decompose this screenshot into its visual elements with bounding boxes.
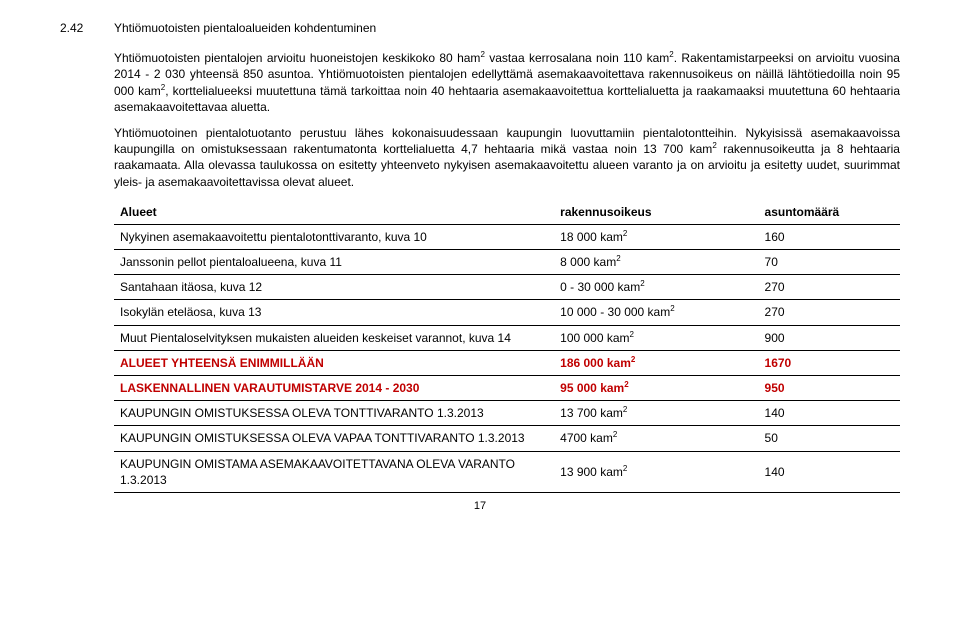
cell-count: 950 [759,376,900,401]
cell-count: 270 [759,300,900,325]
p1-b: vastaa kerrosalana noin 110 kam [485,51,669,65]
th-right: rakennusoikeus [554,200,758,225]
cell-area: KAUPUNGIN OMISTUKSESSA OLEVA VAPAA TONTT… [114,426,554,451]
th-area: Alueet [114,200,554,225]
th-count: asuntomäärä [759,200,900,225]
paragraph-2: Yhtiömuotoinen pientalotuotanto perustuu… [114,125,900,190]
p1-a: Yhtiömuotoisten pientalojen arvioitu huo… [114,51,480,65]
cell-right: 95 000 kam2 [554,376,758,401]
cell-area: KAUPUNGIN OMISTUKSESSA OLEVA TONTTIVARAN… [114,401,554,426]
cell-area: Nykyinen asemakaavoitettu pientalotontti… [114,224,554,249]
cell-right: 186 000 kam2 [554,350,758,375]
cell-right: 100 000 kam2 [554,325,758,350]
table-row: Isokylän eteläosa, kuva 1310 000 - 30 00… [114,300,900,325]
cell-count: 160 [759,224,900,249]
cell-right: 18 000 kam2 [554,224,758,249]
table-row: LASKENNALLINEN VARAUTUMISTARVE 2014 - 20… [114,376,900,401]
table-row: KAUPUNGIN OMISTAMA ASEMAKAAVOITETTAVANA … [114,451,900,492]
page-number: 17 [60,499,900,514]
table-row: Nykyinen asemakaavoitettu pientalotontti… [114,224,900,249]
cell-right: 0 - 30 000 kam2 [554,275,758,300]
section-title: Yhtiömuotoisten pientaloalueiden kohdent… [114,20,900,36]
section-number: 2.42 [60,20,114,36]
data-table: Alueet rakennusoikeus asuntomäärä Nykyin… [114,200,900,493]
table-row: Santahaan itäosa, kuva 120 - 30 000 kam2… [114,275,900,300]
cell-area: KAUPUNGIN OMISTAMA ASEMAKAAVOITETTAVANA … [114,451,554,492]
paragraph-1: Yhtiömuotoisten pientalojen arvioitu huo… [114,50,900,115]
cell-count: 270 [759,275,900,300]
cell-count: 50 [759,426,900,451]
cell-area: Muut Pientaloselvityksen mukaisten aluei… [114,325,554,350]
cell-count: 1670 [759,350,900,375]
cell-area: ALUEET YHTEENSÄ ENIMMILLÄÄN [114,350,554,375]
table-row: Janssonin pellot pientaloalueena, kuva 1… [114,250,900,275]
cell-right: 10 000 - 30 000 kam2 [554,300,758,325]
cell-right: 13 700 kam2 [554,401,758,426]
cell-right: 13 900 kam2 [554,451,758,492]
cell-right: 4700 kam2 [554,426,758,451]
cell-count: 900 [759,325,900,350]
cell-area: Janssonin pellot pientaloalueena, kuva 1… [114,250,554,275]
cell-right: 8 000 kam2 [554,250,758,275]
table-row: Muut Pientaloselvityksen mukaisten aluei… [114,325,900,350]
cell-area: Santahaan itäosa, kuva 12 [114,275,554,300]
cell-count: 70 [759,250,900,275]
cell-count: 140 [759,451,900,492]
cell-count: 140 [759,401,900,426]
cell-area: Isokylän eteläosa, kuva 13 [114,300,554,325]
table-row: KAUPUNGIN OMISTUKSESSA OLEVA VAPAA TONTT… [114,426,900,451]
table-row: KAUPUNGIN OMISTUKSESSA OLEVA TONTTIVARAN… [114,401,900,426]
table-row: ALUEET YHTEENSÄ ENIMMILLÄÄN186 000 kam21… [114,350,900,375]
cell-area: LASKENNALLINEN VARAUTUMISTARVE 2014 - 20… [114,376,554,401]
p1-d: , korttelialueeksi muutettuna tämä tarko… [114,84,900,114]
